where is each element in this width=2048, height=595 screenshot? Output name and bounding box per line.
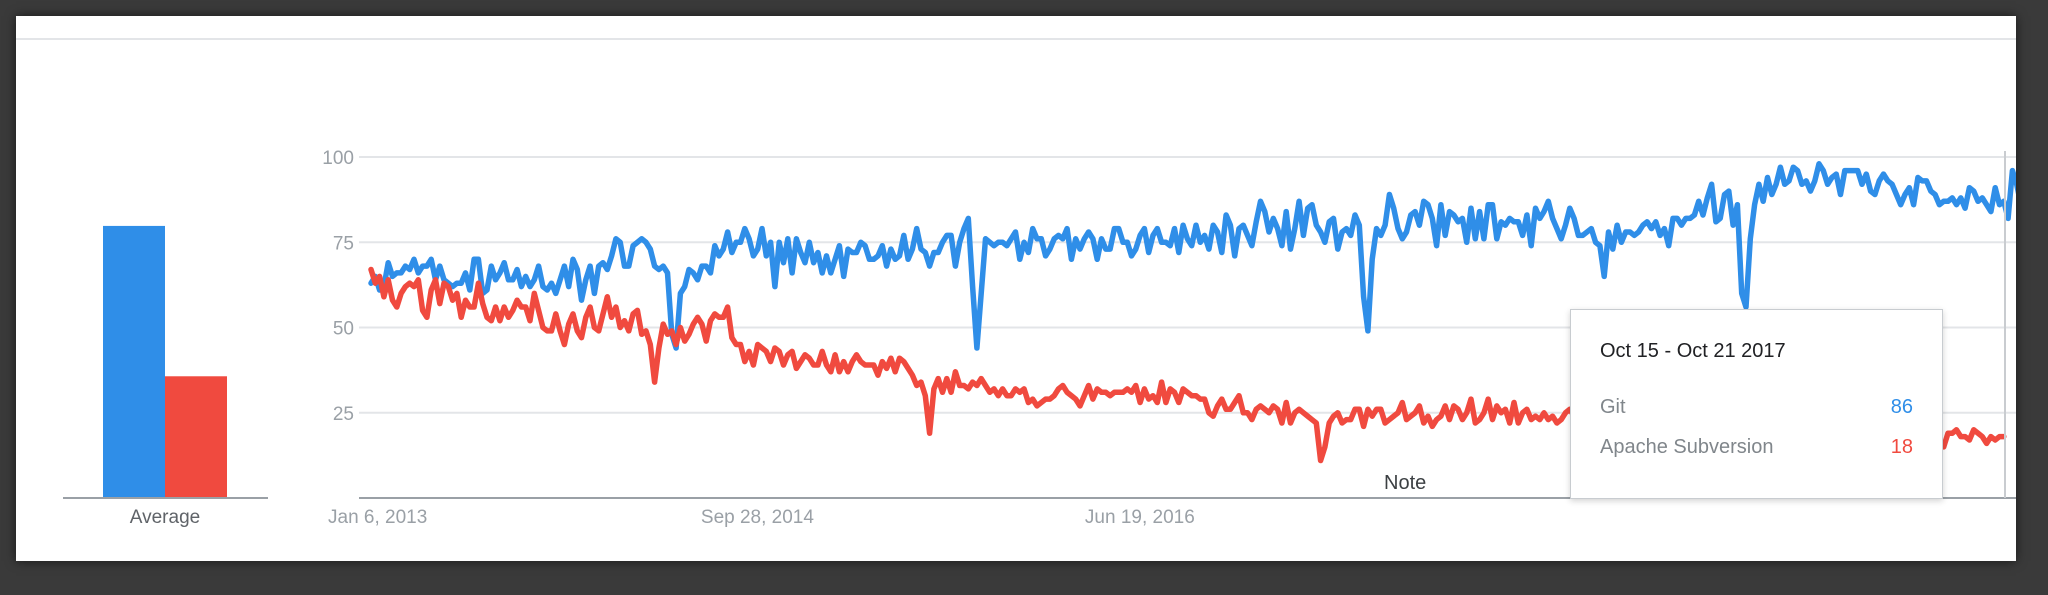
- y-tick-label: 50: [333, 319, 354, 340]
- y-tick-label: 100: [322, 148, 354, 169]
- x-tick-label: Sep 28, 2014: [701, 507, 814, 528]
- series-line-git: [368, 161, 2016, 351]
- trends-chart-panel: Average 25 50 75 100 Jan 6, 2013 Sep 28, 2014 J…: [16, 16, 2016, 561]
- average-label: Average: [130, 507, 200, 528]
- tooltip-series-value: 86: [1890, 396, 1913, 418]
- tooltip-date: Oct 15 - Oct 21 2017: [1600, 340, 1786, 362]
- average-bar-apache-subversion: [165, 376, 227, 498]
- tooltip-series-value: 18: [1890, 436, 1913, 458]
- hover-tooltip: Oct 15 - Oct 21 2017 Git 86 Apache Subve…: [1570, 309, 1943, 499]
- average-bar-git: [103, 225, 165, 499]
- y-tick-label: 25: [333, 404, 354, 425]
- tooltip-series-name: Apache Subversion: [1600, 436, 1774, 458]
- x-tick-label: Jun 19, 2016: [1085, 507, 1195, 528]
- note-annotation[interactable]: Note: [1384, 472, 1426, 494]
- x-tick-label: Jan 6, 2013: [328, 507, 427, 528]
- y-tick-label: 75: [333, 233, 354, 254]
- tooltip-row-svn: Apache Subversion 18: [1600, 436, 1913, 459]
- trends-chart: Average 25 50 75 100 Jan 6, 2013 Sep 28, 2014 J…: [16, 38, 2016, 528]
- tooltip-row-git: Git 86: [1600, 396, 1913, 419]
- tooltip-series-name: Git: [1600, 396, 1626, 418]
